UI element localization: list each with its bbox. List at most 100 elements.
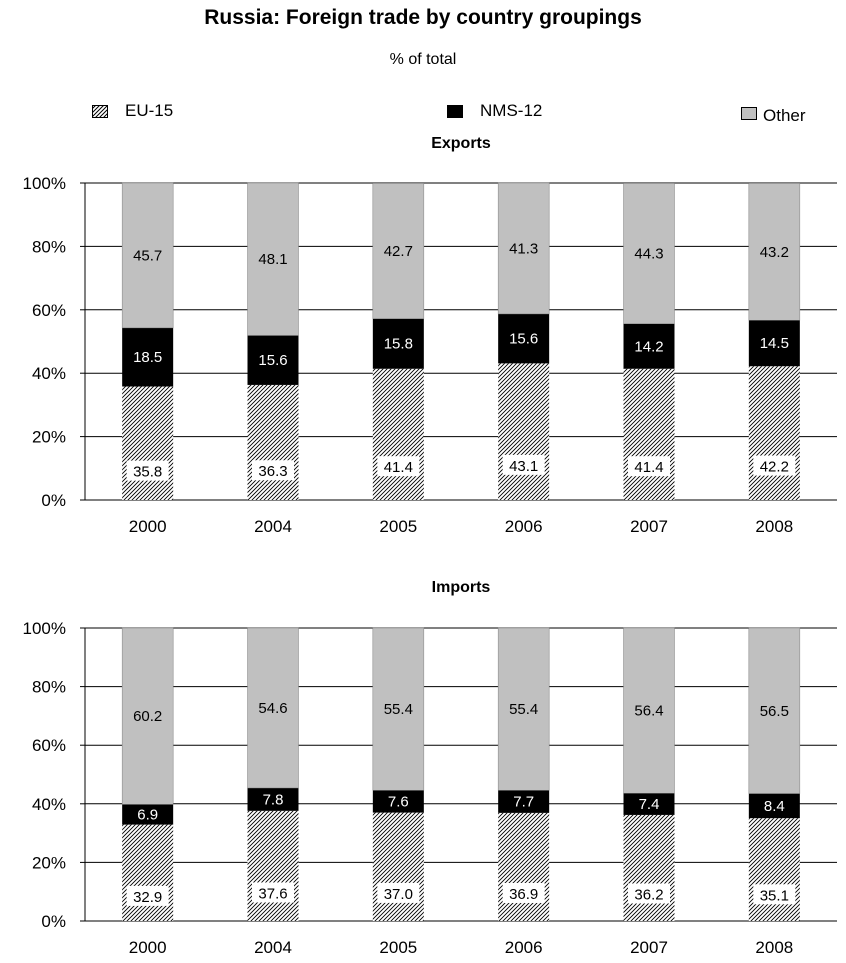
x-tick-label-imports-2005: 2005 <box>379 938 417 957</box>
bar-imports-eu15-2004 <box>247 810 299 921</box>
bar-exports-nms12-2004 <box>247 335 299 385</box>
legend-swatch-eu15 <box>92 104 108 118</box>
data-label-bg-imports-eu15-2007 <box>628 883 670 904</box>
data-label-exports-other-2005: 42.7 <box>384 243 413 260</box>
data-label-exports-nms12-2006: 15.6 <box>509 331 538 348</box>
bar-exports-other-2007 <box>623 183 675 324</box>
chart-imports: Imports 0% 20% 40% 60% 80% 100% 32.9 6.9 60.2 2000… <box>23 579 837 957</box>
x-tick-label-exports-2000: 2000 <box>129 517 167 536</box>
bar-exports-nms12-2006 <box>498 313 550 364</box>
x-tick-label-imports-2006: 2006 <box>505 938 543 957</box>
bar-imports-other-2007 <box>623 627 675 794</box>
bar-exports-nms12-2000 <box>122 327 174 387</box>
legend-item-other: Other <box>741 106 806 126</box>
data-label-imports-nms12-2004: 7.8 <box>263 791 284 808</box>
bar-exports-other-2005 <box>372 183 425 319</box>
legend-label-nms12: NMS-12 <box>480 101 543 120</box>
bar-imports-other-2000 <box>121 627 174 805</box>
data-label-imports-nms12-2008: 8.4 <box>764 798 785 815</box>
y-tick-label-exports-5: 100% <box>23 174 66 193</box>
data-label-bg-imports-eu15-2008 <box>753 884 796 905</box>
data-label-exports-eu15-2007: 41.4 <box>634 459 663 476</box>
bar-exports-eu15-2004 <box>247 384 299 500</box>
bar-imports-other-2006 <box>497 627 550 791</box>
data-label-exports-eu15-2004: 36.3 <box>258 463 287 480</box>
bar-imports-nms12-2008 <box>748 793 800 819</box>
data-label-exports-nms12-2008: 14.5 <box>760 335 789 352</box>
y-tick-label-imports-3: 60% <box>32 736 66 755</box>
data-label-exports-other-2000: 45.7 <box>133 247 162 264</box>
bar-exports-other-2004 <box>247 182 299 336</box>
bar-imports-nms12-2007 <box>623 793 675 815</box>
data-label-imports-nms12-2000: 6.9 <box>137 806 158 823</box>
bar-imports-eu15-2006 <box>498 812 550 921</box>
x-tick-label-imports-2004: 2004 <box>254 938 292 957</box>
chart-subtitle: % of total <box>389 51 457 68</box>
y-tick-label-exports-0: 0% <box>41 491 66 510</box>
bar-exports-other-2000 <box>121 182 174 329</box>
data-label-imports-other-2006: 55.4 <box>509 701 538 718</box>
bar-exports-nms12-2008 <box>748 320 800 367</box>
x-tick-label-exports-2007: 2007 <box>630 517 668 536</box>
data-label-imports-eu15-2000: 32.9 <box>133 889 162 906</box>
x-tick-label-exports-2006: 2006 <box>505 517 543 536</box>
bar-exports-other-2006 <box>497 182 550 315</box>
data-label-bg-imports-eu15-2006 <box>502 882 545 903</box>
bar-exports-eu15-2005 <box>372 368 424 500</box>
bar-exports-eu15-2000 <box>122 386 174 500</box>
bar-imports-other-2005 <box>372 627 425 791</box>
data-label-imports-eu15-2004: 37.6 <box>258 885 287 902</box>
data-label-imports-other-2005: 55.4 <box>384 701 413 718</box>
bar-imports-nms12-2004 <box>247 787 299 811</box>
chart-title: Russia: Foreign trade by country groupin… <box>204 6 642 29</box>
bar-exports-nms12-2007 <box>623 323 675 369</box>
bar-imports-nms12-2005 <box>372 790 424 813</box>
bar-exports-eu15-2006 <box>498 363 550 500</box>
data-label-imports-nms12-2007: 7.4 <box>639 796 660 813</box>
bar-imports-eu15-2005 <box>372 812 424 921</box>
y-tick-label-exports-2: 40% <box>32 364 66 383</box>
bar-imports-other-2004 <box>247 627 299 789</box>
data-label-bg-exports-eu15-2007 <box>628 456 670 477</box>
data-label-imports-eu15-2008: 35.1 <box>760 887 789 904</box>
bar-imports-eu15-2007 <box>623 814 675 921</box>
data-label-bg-imports-eu15-2004 <box>252 882 294 903</box>
data-label-bg-exports-eu15-2005 <box>377 456 420 477</box>
y-tick-label-exports-4: 80% <box>32 237 66 256</box>
y-tick-label-imports-2: 40% <box>32 795 66 814</box>
y-tick-label-imports-5: 100% <box>23 619 66 638</box>
data-label-exports-other-2008: 43.2 <box>760 244 789 261</box>
y-tick-label-imports-4: 80% <box>32 678 66 697</box>
data-label-exports-other-2004: 48.1 <box>258 251 287 268</box>
bar-exports-nms12-2005 <box>372 318 424 369</box>
legend-swatch-nms12 <box>447 104 463 118</box>
x-tick-label-exports-2008: 2008 <box>755 517 793 536</box>
data-label-imports-other-2007: 56.4 <box>634 703 663 720</box>
y-tick-label-exports-1: 20% <box>32 428 66 447</box>
data-label-imports-nms12-2005: 7.6 <box>388 793 409 810</box>
bar-imports-eu15-2000 <box>122 824 174 921</box>
x-tick-label-imports-2008: 2008 <box>755 938 793 957</box>
data-label-exports-eu15-2005: 41.4 <box>384 459 413 476</box>
data-label-bg-imports-eu15-2005 <box>377 882 420 903</box>
y-tick-label-imports-0: 0% <box>41 912 66 931</box>
data-label-bg-imports-eu15-2000 <box>126 885 169 906</box>
data-label-bg-exports-eu15-2000 <box>126 460 169 481</box>
data-label-exports-eu15-2008: 42.2 <box>760 459 789 476</box>
data-label-bg-exports-eu15-2004 <box>252 460 294 481</box>
bar-imports-nms12-2006 <box>498 790 550 813</box>
bar-imports-nms12-2000 <box>122 804 174 825</box>
data-label-exports-nms12-2000: 18.5 <box>133 349 162 366</box>
data-label-exports-eu15-2000: 35.8 <box>133 464 162 481</box>
data-label-exports-nms12-2004: 15.6 <box>258 352 287 369</box>
y-tick-label-imports-1: 20% <box>32 853 66 872</box>
bar-imports-eu15-2008 <box>748 818 800 921</box>
data-label-exports-eu15-2006: 43.1 <box>509 458 538 475</box>
y-tick-label-exports-3: 60% <box>32 301 66 320</box>
legend-swatch-other <box>741 106 757 120</box>
data-label-imports-other-2008: 56.5 <box>760 703 789 720</box>
bar-imports-other-2008 <box>748 627 801 794</box>
data-label-exports-nms12-2007: 14.2 <box>634 338 663 355</box>
legend-label-eu15: EU-15 <box>125 101 174 120</box>
